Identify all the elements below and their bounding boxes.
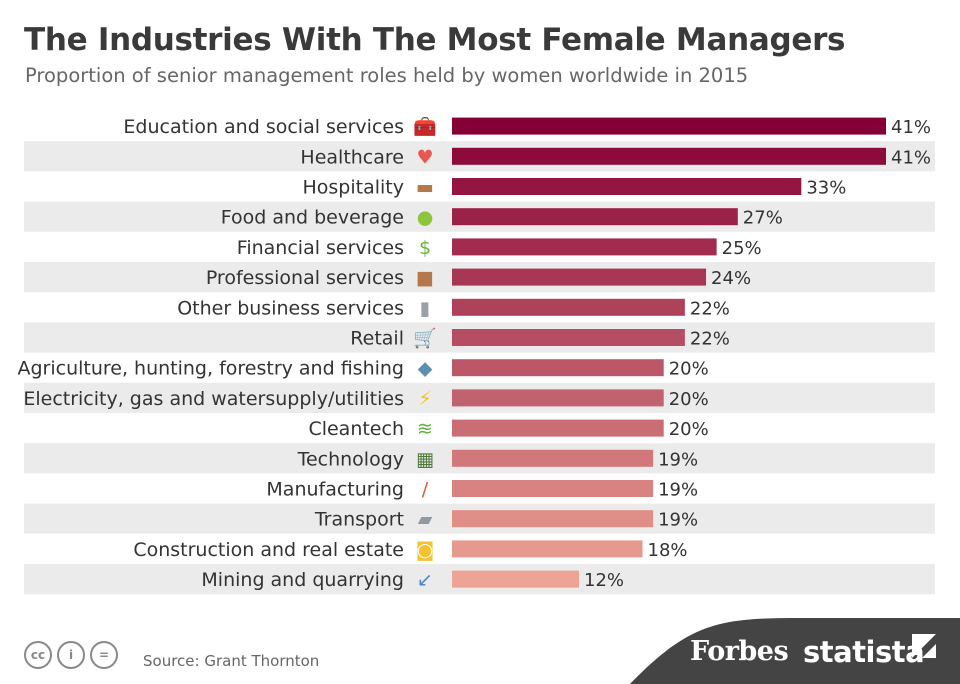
bar-chart: Education and social services Healthcare H… <box>17 116 935 595</box>
bar <box>452 570 580 588</box>
lightning-icon: ⚡ <box>418 388 431 410</box>
value-label: 24% <box>711 268 751 289</box>
value-label: 33% <box>806 178 846 199</box>
no-derivatives-icon: = <box>90 641 118 669</box>
value-label: 19% <box>658 449 698 470</box>
bar <box>452 147 886 165</box>
bar <box>452 480 654 497</box>
row-stripes <box>24 141 935 595</box>
value-label: 20% <box>669 419 709 440</box>
value-label: 20% <box>669 359 709 380</box>
value-label: 19% <box>658 510 698 531</box>
value-label: 27% <box>743 208 783 229</box>
fish-icon: ◆ <box>418 358 433 380</box>
shovel-icon: ↙ <box>417 569 433 591</box>
value-label: 22% <box>690 298 730 319</box>
category-label: Healthcare <box>300 146 404 168</box>
wrench-icon: / <box>422 479 429 501</box>
bar <box>452 329 685 346</box>
bar <box>452 298 685 316</box>
creative-commons-icon: cc <box>24 641 52 669</box>
value-labels: 41% 41% 33% 27% 25% 24% 22% 22% 20% 20% 20% 19% 19% 1… <box>584 117 931 591</box>
toolbox-icon: 🧰 <box>413 116 437 138</box>
apple-icon: ● <box>417 207 434 229</box>
chart-subtitle: Proportion of senior management roles he… <box>25 64 749 87</box>
bar <box>452 178 802 195</box>
value-label: 18% <box>648 540 688 561</box>
bar <box>452 510 654 528</box>
bars <box>452 117 886 588</box>
truck-icon: ▰ <box>418 509 433 531</box>
wind-icon: ≋ <box>417 418 433 440</box>
bar <box>452 359 664 377</box>
brand-banner <box>630 618 960 684</box>
category-icons: 🧰 ♥ ▬ ● $ ■ ▮ 🛒 ◆ ⚡ ≋ ▦ / ▰ ◙ ↙ <box>413 116 437 591</box>
tape-measure-icon: ◙ <box>416 539 434 561</box>
attribution-icon: i <box>57 641 85 669</box>
category-label: Construction and real estate <box>133 539 404 561</box>
category-label: Mining and quarrying <box>201 569 404 591</box>
chart-title: The Industries With The Most Female Mana… <box>24 22 846 58</box>
value-label: 12% <box>584 570 624 591</box>
source-note: Source: Grant Thornton <box>143 652 320 670</box>
value-label: 19% <box>658 480 698 501</box>
value-label: 22% <box>690 329 730 350</box>
category-label: Hospitality <box>303 177 405 199</box>
bar <box>452 540 643 558</box>
bar <box>452 389 664 407</box>
bar <box>452 117 886 135</box>
forbes-logo: Forbes <box>690 636 789 667</box>
chip-icon: ▦ <box>416 448 434 470</box>
shopping-cart-icon: 🛒 <box>413 327 437 350</box>
value-label: 25% <box>722 238 762 259</box>
category-label: Electricity, gas and watersupply/utiliti… <box>23 388 404 410</box>
value-label: 41% <box>891 147 931 168</box>
category-label: Transport <box>314 509 404 531</box>
value-label: 41% <box>891 117 931 138</box>
bar <box>452 268 707 286</box>
suitcase-icon: ▮ <box>420 297 430 319</box>
category-label: Manufacturing <box>266 479 404 501</box>
category-label: Financial services <box>237 237 404 259</box>
category-label: Professional services <box>206 267 404 289</box>
category-label: Agriculture, hunting, forestry and fishi… <box>17 358 404 380</box>
bar <box>452 419 664 437</box>
bed-icon: ▬ <box>416 177 434 199</box>
heart-pulse-icon: ♥ <box>416 146 433 168</box>
briefcase-icon: ■ <box>416 267 434 289</box>
category-label: Food and beverage <box>221 207 404 229</box>
dollar-icon: $ <box>419 237 431 259</box>
category-label: Retail <box>350 328 404 350</box>
category-label: Cleantech <box>308 418 404 440</box>
value-label: 20% <box>669 389 709 410</box>
statista-logo: statista <box>803 635 925 669</box>
category-label: Other business services <box>177 297 404 319</box>
category-label: Technology <box>297 448 404 470</box>
category-labels: Education and social services Healthcare H… <box>17 116 404 591</box>
bar <box>452 449 654 467</box>
bar <box>452 238 717 256</box>
bar <box>452 208 738 226</box>
category-label: Education and social services <box>123 116 404 138</box>
